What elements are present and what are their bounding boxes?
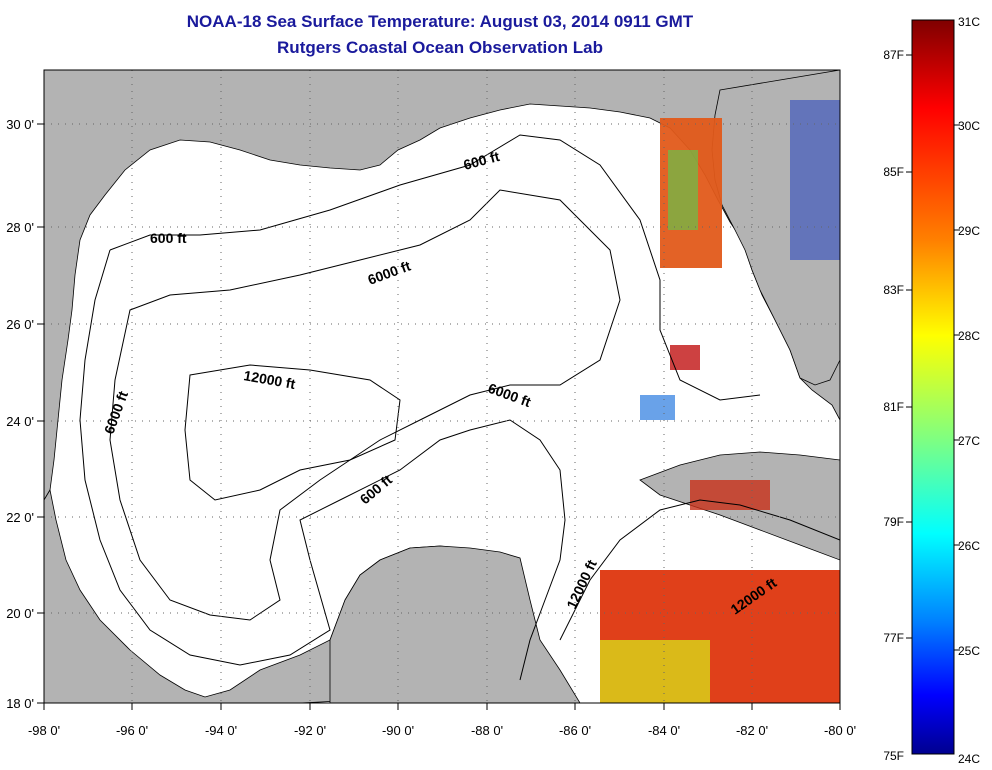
lon-tick-label: -80 0' <box>824 723 856 738</box>
lat-tick-label: 18 0' <box>6 696 34 711</box>
lon-tick-label: -98 0' <box>28 723 60 738</box>
sst-patch-florida-inner <box>668 150 698 230</box>
lon-tick-label: -86 0' <box>559 723 591 738</box>
sst-patch-keys-blue <box>640 395 675 420</box>
map-border <box>43 69 841 704</box>
contour-12000ft-south <box>559 499 840 641</box>
sst-patch-cuba-north <box>690 480 770 510</box>
lat-tick-label: 28 0' <box>6 220 34 235</box>
map-title: NOAA-18 Sea Surface Temperature: August … <box>186 12 694 31</box>
contour-600ft <box>79 134 761 681</box>
lon-tick-marks <box>43 703 841 710</box>
lon-tick-label: -94 0' <box>205 723 237 738</box>
lon-tick-label: -82 0' <box>736 723 768 738</box>
contour-6000ft <box>109 189 621 621</box>
colorbar <box>911 19 955 755</box>
colorbar-celsius-label: 27C <box>958 434 980 448</box>
contour-12000ft <box>184 364 401 501</box>
sst-patch-fl-east <box>790 100 840 260</box>
graticule <box>44 70 840 703</box>
lon-tick-label: -84 0' <box>648 723 680 738</box>
lat-tick-marks <box>37 123 44 704</box>
lat-tick-label: 24 0' <box>6 414 34 429</box>
lon-tick-label: -96 0' <box>116 723 148 738</box>
lat-tick-label: 20 0' <box>6 606 34 621</box>
colorbar-celsius-label: 25C <box>958 644 980 658</box>
colorbar-fahrenheit-label: 83F <box>883 283 904 297</box>
sst-patch-southeast-cool <box>600 640 710 703</box>
colorbar-fahrenheit-label: 87F <box>883 48 904 62</box>
yucatan-landmass <box>329 545 581 703</box>
sst-patch-fl-keys <box>670 345 700 370</box>
colorbar-fahrenheit-label: 77F <box>883 631 904 645</box>
colorbar-fahrenheit-label: 75F <box>883 749 904 763</box>
lat-tick-label: 30 0' <box>6 117 34 132</box>
colorbar-ticks <box>906 54 960 651</box>
colorbar-fahrenheit-label: 79F <box>883 515 904 529</box>
colorbar-celsius-label: 29C <box>958 224 980 238</box>
colorbar-celsius-label: 24C <box>958 752 980 766</box>
colorbar-celsius-label: 30C <box>958 119 980 133</box>
colorbar-fahrenheit-label: 85F <box>883 165 904 179</box>
lon-tick-label: -92 0' <box>294 723 326 738</box>
lon-tick-label: -88 0' <box>471 723 503 738</box>
lon-tick-label: -90 0' <box>382 723 414 738</box>
lat-tick-label: 22 0' <box>6 510 34 525</box>
colorbar-celsius-label: 31C <box>958 15 980 29</box>
lat-tick-label: 26 0' <box>6 317 34 332</box>
colorbar-celsius-label: 26C <box>958 539 980 553</box>
map-subtitle: Rutgers Coastal Ocean Observation Lab <box>277 38 603 57</box>
contour-label-600-west: 600 ft <box>150 230 187 246</box>
colorbar-celsius-label: 28C <box>958 329 980 343</box>
colorbar-fahrenheit-label: 81F <box>883 400 904 414</box>
